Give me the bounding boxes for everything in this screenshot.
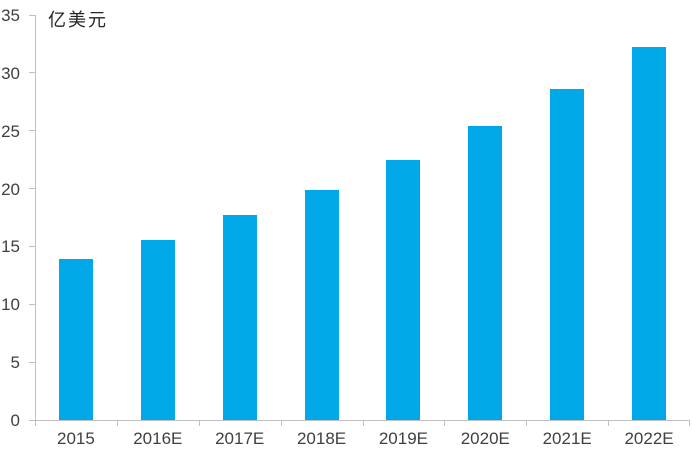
- y-axis-tick-label: 30: [1, 63, 20, 83]
- y-axis-tick: [29, 14, 35, 16]
- bar-2021E: [550, 89, 585, 420]
- x-axis-label-2021E: 2021E: [542, 429, 592, 448]
- y-axis-tick-label: 5: [10, 353, 20, 373]
- x-axis-label-2015: 2015: [57, 429, 95, 448]
- x-axis-tick: [116, 420, 118, 426]
- x-axis-label-2017E: 2017E: [215, 429, 265, 448]
- y-axis-tick-label: 20: [1, 179, 20, 199]
- x-axis-tick: [444, 420, 446, 426]
- y-axis-tick-label: 35: [1, 6, 20, 25]
- x-axis-tick: [689, 420, 690, 426]
- x-axis-label-2019E: 2019E: [378, 429, 429, 448]
- y-axis-tick-label: 0: [10, 411, 20, 430]
- x-axis-tick: [608, 420, 610, 426]
- y-axis-tick-label: 10: [1, 295, 20, 315]
- x-axis-tick: [198, 420, 200, 426]
- x-axis-label-2020E: 2020E: [460, 429, 510, 448]
- x-axis-label-2018E: 2018E: [296, 429, 347, 448]
- y-axis-tick: [29, 419, 35, 421]
- y-axis-tick: [29, 245, 35, 247]
- y-axis-line: [35, 15, 36, 420]
- y-axis-tick-label: 25: [1, 121, 20, 141]
- bar-2022E: [632, 47, 667, 420]
- bar-2017E: [222, 215, 257, 420]
- y-axis-tick: [29, 72, 35, 74]
- x-axis-tick: [35, 420, 36, 426]
- y-axis-tick: [29, 130, 35, 132]
- y-axis-tick: [29, 303, 35, 305]
- y-axis-tick: [29, 361, 35, 363]
- y-axis-tick-label: 15: [1, 237, 20, 257]
- x-axis-label-2016E: 2016E: [133, 429, 183, 448]
- x-axis-tick: [526, 420, 528, 426]
- bar-2018E: [304, 189, 339, 420]
- x-axis-tick: [362, 420, 364, 426]
- x-axis-tick: [280, 420, 282, 426]
- bar-2019E: [386, 159, 421, 420]
- bar-2020E: [468, 126, 503, 420]
- bar-2016E: [140, 239, 175, 420]
- y-axis-unit-label: 亿美元: [48, 10, 108, 30]
- bar-2015: [58, 259, 93, 420]
- x-axis-label-2022E: 2022E: [624, 429, 674, 448]
- plot-area: 0 5 10 15 20 25 30 35 2015 2016E 2017E 2018E 2019E 20…: [1, 7, 690, 447]
- y-axis-tick: [29, 188, 35, 190]
